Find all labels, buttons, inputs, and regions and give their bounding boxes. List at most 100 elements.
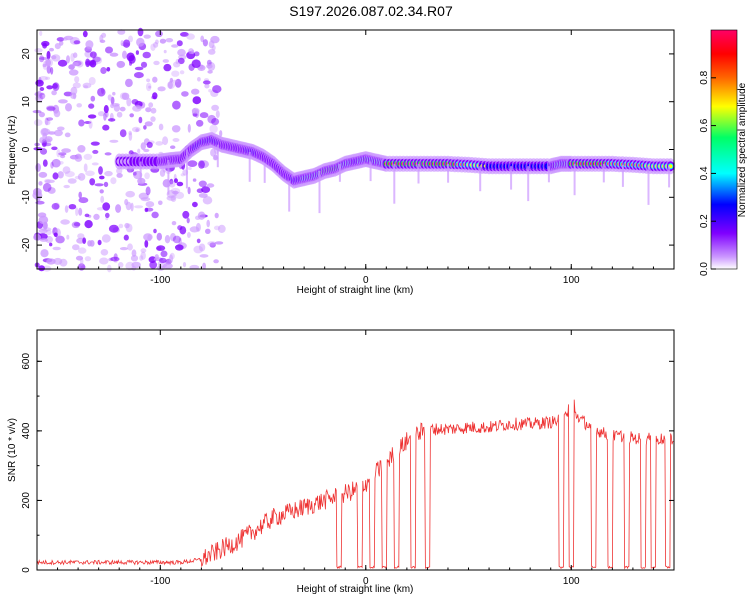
- noise-blob: [152, 92, 158, 100]
- noise-blob: [143, 148, 150, 153]
- noise-blob: [63, 184, 70, 189]
- noise-blob: [116, 173, 123, 178]
- x-tick-label: 100: [563, 275, 580, 286]
- colorbar-tick-label: 0.6: [699, 118, 710, 132]
- ridge-streak: [547, 166, 550, 183]
- noise-blob: [49, 242, 53, 247]
- noise-blob: [117, 262, 124, 268]
- noise-blob: [172, 235, 181, 244]
- noise-blob: [119, 129, 127, 138]
- colorbar-label: Normalized spectral amplitude: [737, 82, 748, 217]
- noise-blob: [104, 170, 113, 177]
- noise-blob: [148, 102, 154, 108]
- snr-line-group: [36, 399, 674, 570]
- noise-blob: [116, 167, 123, 175]
- noise-blob: [107, 94, 112, 101]
- noise-blob: [49, 47, 54, 52]
- colorbar-tick-label: 0.4: [699, 166, 710, 180]
- noise-blob: [168, 254, 174, 264]
- noise-blob: [140, 61, 148, 68]
- noise-blob: [51, 158, 61, 168]
- noise-blob: [121, 92, 130, 101]
- noise-blob: [177, 57, 185, 65]
- noise-blob: [75, 60, 84, 68]
- noise-blob: [87, 240, 92, 247]
- y-tick-label: 0: [21, 567, 32, 573]
- noise-blob: [167, 81, 173, 89]
- noise-blob: [173, 61, 181, 68]
- noise-blob: [143, 34, 151, 39]
- noise-blob: [38, 57, 48, 60]
- noise-blob: [120, 40, 124, 47]
- noise-blob: [102, 202, 111, 211]
- noise-blob: [118, 223, 124, 229]
- x-tick-label: 0: [363, 275, 369, 286]
- noise-blob: [128, 35, 133, 43]
- noise-blob: [187, 167, 192, 170]
- noise-blob: [130, 255, 139, 262]
- noise-blob: [150, 116, 156, 122]
- noise-blob: [191, 59, 201, 68]
- noise-blob: [123, 234, 129, 241]
- noise-blob: [38, 171, 48, 178]
- noise-blob: [58, 152, 67, 156]
- noise-blob: [66, 55, 70, 64]
- noise-blob: [209, 124, 218, 134]
- noise-blob: [89, 59, 97, 68]
- noise-blob: [214, 212, 219, 219]
- snr-series-line: [36, 399, 674, 570]
- noise-blob: [148, 256, 157, 263]
- noise-blob: [207, 49, 216, 55]
- ridge-streak: [338, 163, 341, 182]
- noise-blob: [34, 48, 43, 53]
- noise-blob: [213, 225, 221, 231]
- noise-blob: [192, 178, 197, 182]
- noise-blob: [113, 253, 118, 261]
- noise-blob: [83, 163, 88, 172]
- ridge-streak: [647, 166, 650, 205]
- colorbar-ticks: 0.0 0.2 0.4 0.6 0.8: [699, 70, 716, 276]
- noise-blob: [58, 161, 64, 165]
- noise-blob: [198, 180, 207, 188]
- noise-blob: [171, 79, 179, 83]
- noise-blob: [46, 85, 54, 90]
- noise-blob: [115, 204, 122, 213]
- noise-blob: [162, 59, 169, 63]
- noise-blob: [125, 223, 133, 233]
- noise-blob: [140, 251, 146, 260]
- noise-blob: [156, 232, 162, 241]
- noise-blob: [105, 212, 110, 218]
- noise-blob: [50, 161, 54, 169]
- noise-blob: [61, 148, 71, 153]
- noise-blob: [52, 246, 61, 251]
- noise-blob: [119, 247, 129, 251]
- noise-blob: [138, 116, 143, 124]
- noise-blob: [171, 125, 181, 133]
- noise-blob: [211, 118, 220, 126]
- noise-blob: [127, 243, 133, 251]
- noise-blob: [72, 62, 79, 67]
- noise-blob: [132, 171, 137, 176]
- noise-blob: [144, 207, 149, 213]
- noise-blob: [96, 207, 105, 211]
- noise-blob: [53, 257, 63, 265]
- noise-blob: [187, 160, 198, 168]
- ridge-streak: [668, 166, 671, 188]
- noise-blob: [181, 91, 189, 97]
- noise-blob: [38, 215, 49, 225]
- snr-x-axis-label: Height of straight line (km): [297, 584, 414, 595]
- noise-blob: [45, 76, 51, 81]
- noise-blob: [100, 195, 105, 203]
- noise-blob: [51, 55, 57, 60]
- noise-blob: [97, 111, 105, 117]
- noise-blob: [199, 254, 209, 258]
- noise-blob: [46, 106, 56, 112]
- noise-blob: [153, 42, 159, 48]
- noise-blob: [116, 60, 126, 68]
- noise-blob: [71, 221, 81, 229]
- noise-blob: [125, 190, 135, 198]
- noise-blob: [78, 191, 82, 199]
- snr-panel: -100 0 100 0 200 400 600 Height of straight li…: [7, 329, 675, 595]
- noise-blob: [103, 105, 109, 114]
- noise-blob: [140, 248, 147, 253]
